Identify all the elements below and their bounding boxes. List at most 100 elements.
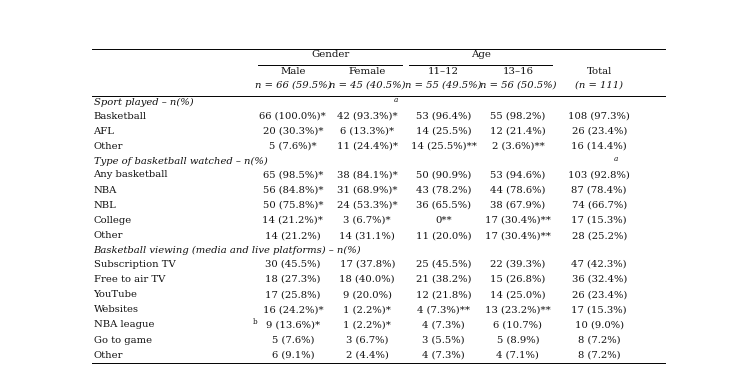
Text: Basketball: Basketball [94,112,146,121]
Text: YouTube: YouTube [94,290,137,299]
Text: a: a [394,96,398,104]
Text: 14 (21.2%): 14 (21.2%) [265,231,321,240]
Text: NBA league: NBA league [94,320,154,330]
Text: n = 55 (49.5%): n = 55 (49.5%) [405,81,482,90]
Text: 24 (53.3%)*: 24 (53.3%)* [337,201,398,210]
Text: b: b [253,318,257,326]
Text: 50 (75.8%)*: 50 (75.8%)* [262,201,323,210]
Text: 14 (31.1%): 14 (31.1%) [339,231,395,240]
Text: Total: Total [587,67,612,76]
Text: Gender: Gender [311,49,350,58]
Text: 30 (45.5%): 30 (45.5%) [265,260,321,269]
Text: 43 (78.2%): 43 (78.2%) [416,186,471,195]
Text: 16 (24.2%)*: 16 (24.2%)* [262,305,323,314]
Text: a: a [613,155,618,163]
Text: 1 (2.2%)*: 1 (2.2%)* [344,305,391,314]
Text: 0**: 0** [435,216,452,225]
Text: 50 (90.9%): 50 (90.9%) [416,170,471,179]
Text: 3 (6.7%): 3 (6.7%) [346,336,389,344]
Text: Other: Other [94,231,123,240]
Text: 9 (20.0%): 9 (20.0%) [343,290,392,299]
Text: 22 (39.3%): 22 (39.3%) [490,260,545,269]
Text: 9 (13.6%)*: 9 (13.6%)* [266,320,320,330]
Text: AFL: AFL [94,127,115,136]
Text: 36 (65.5%): 36 (65.5%) [416,201,471,210]
Text: 1 (2.2%)*: 1 (2.2%)* [344,320,391,330]
Text: 14 (21.2%)*: 14 (21.2%)* [262,216,323,225]
Text: 13 (23.2%)**: 13 (23.2%)** [485,305,551,314]
Text: 5 (8.9%): 5 (8.9%) [497,336,539,344]
Text: 4 (7.3%)**: 4 (7.3%)** [417,305,470,314]
Text: 21 (38.2%): 21 (38.2%) [416,275,471,284]
Text: 103 (92.8%): 103 (92.8%) [568,170,630,179]
Text: 53 (96.4%): 53 (96.4%) [416,112,471,121]
Text: Go to game: Go to game [94,336,151,344]
Text: 17 (30.4%)**: 17 (30.4%)** [485,216,551,225]
Text: 12 (21.4%): 12 (21.4%) [490,127,546,136]
Text: 47 (42.3%): 47 (42.3%) [571,260,627,269]
Text: Type of basketball watched – n(%): Type of basketball watched – n(%) [94,157,268,166]
Text: 25 (45.5%): 25 (45.5%) [416,260,471,269]
Text: 65 (98.5%)*: 65 (98.5%)* [262,170,323,179]
Text: 11 (24.4%)*: 11 (24.4%)* [337,142,398,151]
Text: 36 (32.4%): 36 (32.4%) [571,275,627,284]
Text: College: College [94,216,132,225]
Text: NBL: NBL [94,201,116,210]
Text: 42 (93.3%)*: 42 (93.3%)* [337,112,398,121]
Text: 28 (25.2%): 28 (25.2%) [571,231,627,240]
Text: 55 (98.2%): 55 (98.2%) [490,112,545,121]
Text: 26 (23.4%): 26 (23.4%) [571,127,627,136]
Text: 5 (7.6%)*: 5 (7.6%)* [269,142,316,151]
Text: Age: Age [471,49,491,58]
Text: 56 (84.8%)*: 56 (84.8%)* [262,186,323,195]
Text: Other: Other [94,142,123,151]
Text: 4 (7.1%): 4 (7.1%) [497,351,539,360]
Text: Subscription TV: Subscription TV [94,260,175,269]
Text: n = 45 (40.5%): n = 45 (40.5%) [329,81,406,90]
Text: 53 (94.6%): 53 (94.6%) [490,170,545,179]
Text: 17 (30.4%)**: 17 (30.4%)** [485,231,551,240]
Text: Websites: Websites [94,305,138,314]
Text: 11 (20.0%): 11 (20.0%) [415,231,471,240]
Text: 17 (15.3%): 17 (15.3%) [571,216,627,225]
Text: 15 (26.8%): 15 (26.8%) [490,275,545,284]
Text: Sport played – n(%): Sport played – n(%) [94,98,193,108]
Text: 44 (78.6%): 44 (78.6%) [490,186,545,195]
Text: 3 (5.5%): 3 (5.5%) [422,336,465,344]
Text: 8 (7.2%): 8 (7.2%) [578,336,621,344]
Text: 108 (97.3%): 108 (97.3%) [568,112,630,121]
Text: 38 (84.1%)*: 38 (84.1%)* [337,170,398,179]
Text: 17 (25.8%): 17 (25.8%) [265,290,321,299]
Text: 14 (25.5%)**: 14 (25.5%)** [411,142,477,151]
Text: 14 (25.5%): 14 (25.5%) [415,127,471,136]
Text: 20 (30.3%)*: 20 (30.3%)* [262,127,323,136]
Text: 18 (27.3%): 18 (27.3%) [265,275,321,284]
Text: 18 (40.0%): 18 (40.0%) [339,275,395,284]
Text: 38 (67.9%): 38 (67.9%) [490,201,545,210]
Text: Free to air TV: Free to air TV [94,275,165,284]
Text: Other: Other [94,351,123,360]
Text: 14 (25.0%): 14 (25.0%) [490,290,545,299]
Text: 17 (37.8%): 17 (37.8%) [339,260,395,269]
Text: 17 (15.3%): 17 (15.3%) [571,305,627,314]
Text: 16 (14.4%): 16 (14.4%) [571,142,627,151]
Text: Basketball viewing (media and live platforms) – n(%): Basketball viewing (media and live platf… [94,246,361,256]
Text: 10 (9.0%): 10 (9.0%) [575,320,624,330]
Text: 4 (7.3%): 4 (7.3%) [422,351,465,360]
Text: 13–16: 13–16 [503,67,534,76]
Text: 8 (7.2%): 8 (7.2%) [578,351,621,360]
Text: 74 (66.7%): 74 (66.7%) [571,201,627,210]
Text: 31 (68.9%)*: 31 (68.9%)* [337,186,398,195]
Text: 11–12: 11–12 [428,67,459,76]
Text: 6 (9.1%): 6 (9.1%) [271,351,314,360]
Text: (n = 111): (n = 111) [575,81,623,90]
Text: n = 66 (59.5%): n = 66 (59.5%) [254,81,331,90]
Text: 26 (23.4%): 26 (23.4%) [571,290,627,299]
Text: 3 (6.7%)*: 3 (6.7%)* [344,216,391,225]
Text: 6 (10.7%): 6 (10.7%) [494,320,542,330]
Text: 6 (13.3%)*: 6 (13.3%)* [340,127,395,136]
Text: 87 (78.4%): 87 (78.4%) [571,186,627,195]
Text: 4 (7.3%): 4 (7.3%) [422,320,465,330]
Text: Any basketball: Any basketball [94,170,168,179]
Text: NBA: NBA [94,186,117,195]
